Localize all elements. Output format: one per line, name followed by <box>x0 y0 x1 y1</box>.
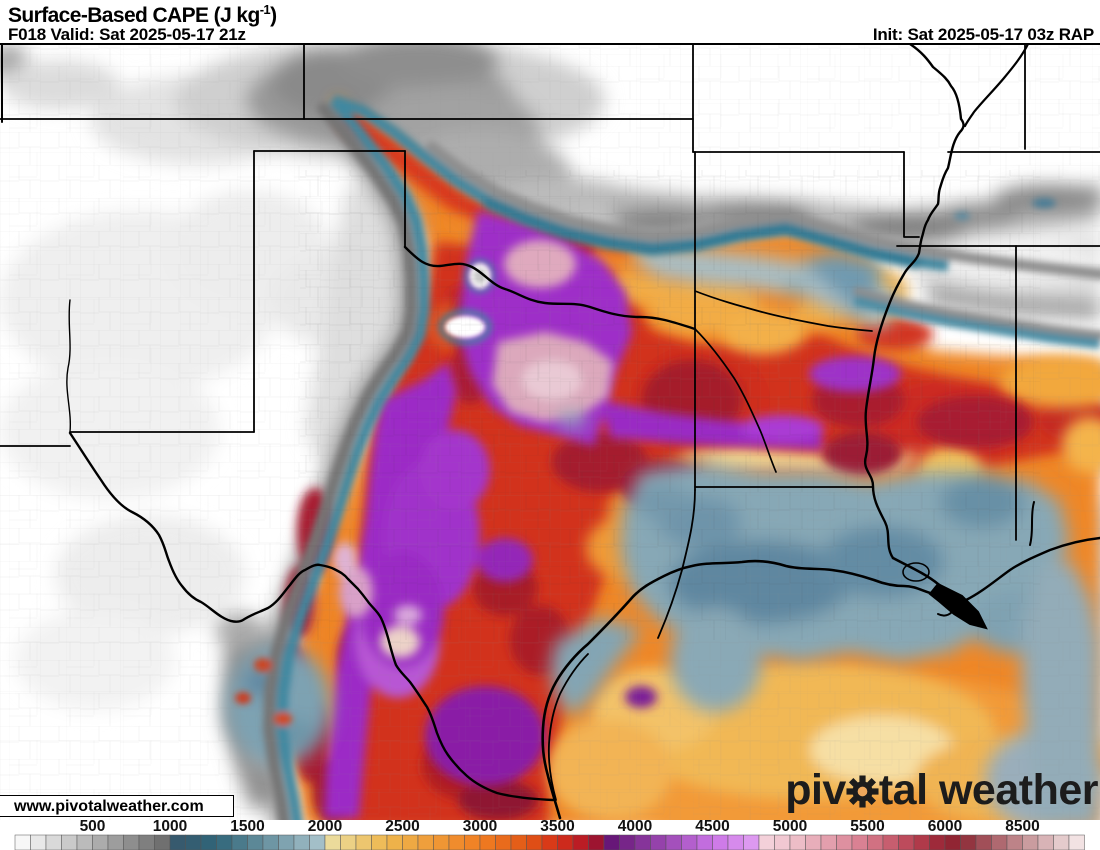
svg-text:8500: 8500 <box>1005 818 1039 835</box>
svg-text:1500: 1500 <box>230 818 264 835</box>
svg-text:6000: 6000 <box>928 818 962 835</box>
svg-text:3500: 3500 <box>540 818 574 835</box>
svg-text:2000: 2000 <box>308 818 342 835</box>
svg-text:5500: 5500 <box>850 818 884 835</box>
svg-text:4000: 4000 <box>618 818 652 835</box>
svg-text:3000: 3000 <box>463 818 497 835</box>
svg-text:500: 500 <box>80 818 106 835</box>
svg-text:5000: 5000 <box>773 818 807 835</box>
svg-text:2500: 2500 <box>385 818 419 835</box>
svg-text:4500: 4500 <box>695 818 729 835</box>
svg-text:1000: 1000 <box>153 818 187 835</box>
